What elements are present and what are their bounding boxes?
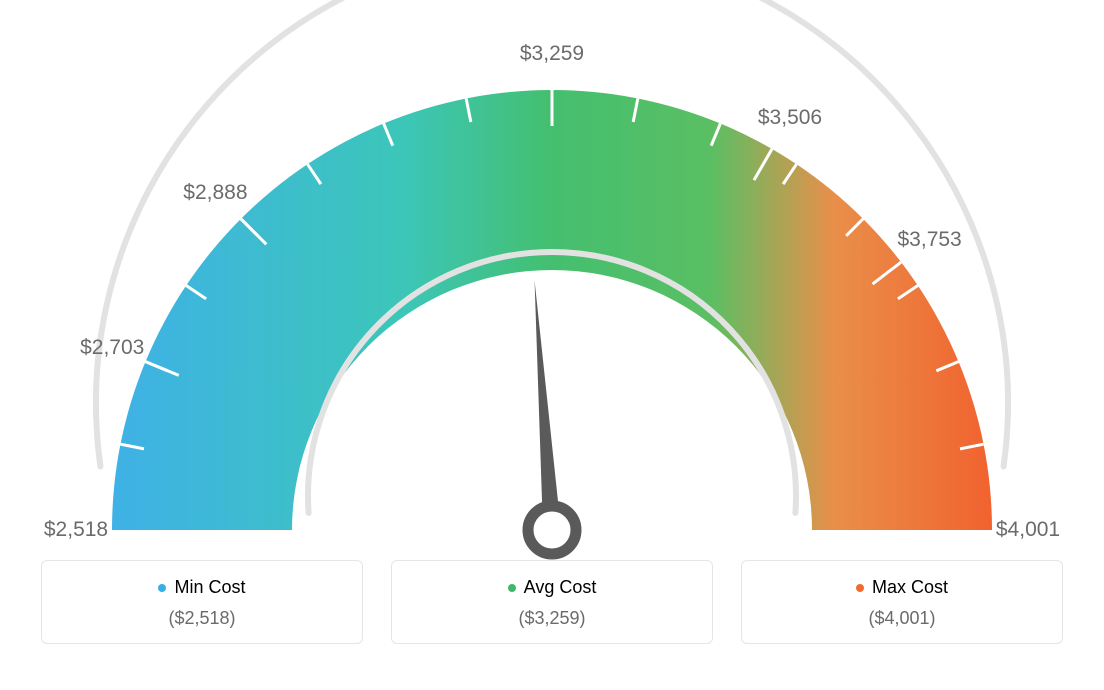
gauge-scale-label: $4,001 xyxy=(996,518,1060,542)
legend-label-max: Max Cost xyxy=(872,577,948,598)
gauge-chart: $2,518 $2,703 $2,888 $3,259 $3,506 $3,753 $4,0… xyxy=(0,0,1104,560)
legend-value-min: ($2,518) xyxy=(42,608,362,629)
gauge-scale-label: $2,888 xyxy=(183,181,247,205)
legend-dot-avg xyxy=(508,584,516,592)
gauge-scale-label: $2,703 xyxy=(80,336,144,360)
legend-value-avg: ($3,259) xyxy=(392,608,712,629)
gauge-svg xyxy=(0,0,1104,560)
legend-card-max: Max Cost ($4,001) xyxy=(741,560,1063,644)
legend-card-min: Min Cost ($2,518) xyxy=(41,560,363,644)
gauge-scale-label: $2,518 xyxy=(44,518,108,542)
gauge-scale-label: $3,753 xyxy=(898,228,962,252)
legend-row: Min Cost ($2,518) Avg Cost ($3,259) Max … xyxy=(0,560,1104,664)
legend-label-avg: Avg Cost xyxy=(524,577,597,598)
legend-label-min: Min Cost xyxy=(174,577,245,598)
gauge-scale-label: $3,506 xyxy=(758,106,822,130)
gauge-scale-label: $3,259 xyxy=(520,42,584,66)
legend-dot-max xyxy=(856,584,864,592)
legend-dot-min xyxy=(158,584,166,592)
legend-value-max: ($4,001) xyxy=(742,608,1062,629)
legend-card-avg: Avg Cost ($3,259) xyxy=(391,560,713,644)
